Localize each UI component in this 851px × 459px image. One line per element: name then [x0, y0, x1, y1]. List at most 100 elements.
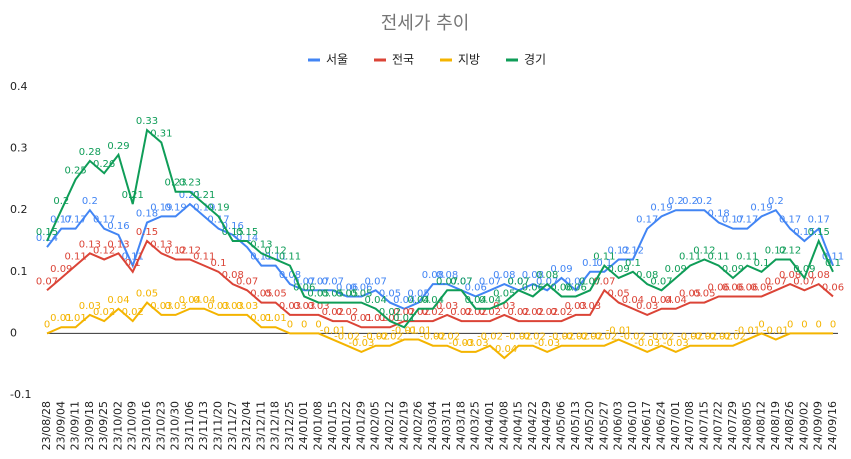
data-label: 0.05 [350, 289, 372, 300]
data-label: 0.08 [422, 270, 444, 281]
x-tick-label: 24/09/16 [826, 401, 839, 450]
data-label: 0.08 [522, 270, 544, 281]
x-tick-label: 24/01/08 [312, 401, 325, 450]
x-tick-label: 23/11/27 [226, 401, 239, 450]
x-tick-label: 24/06/17 [640, 401, 653, 450]
data-label: 0.03 [207, 301, 229, 312]
data-label: 0.06 [708, 282, 730, 293]
data-label: 0.04 [479, 295, 501, 306]
x-tick-label: 24/01/29 [354, 401, 367, 450]
x-tick-label: 24/04/15 [512, 401, 525, 450]
data-label: 0.12 [622, 245, 644, 256]
data-label: 0.07 [765, 276, 787, 287]
data-label: 0.07 [650, 276, 672, 287]
data-label: -0.02 [591, 332, 617, 343]
data-label: 0.17 [722, 215, 744, 226]
data-label: 0.23 [179, 178, 201, 189]
data-label: -0.02 [706, 332, 732, 343]
data-label: 0.02 [422, 307, 444, 318]
data-label: -0.01 [734, 326, 760, 337]
data-label: 0.15 [236, 227, 258, 238]
data-label: 0.11 [679, 252, 701, 263]
data-label: 0.06 [565, 282, 587, 293]
x-tick-label: 24/02/05 [369, 401, 382, 450]
data-label: 0.02 [465, 307, 487, 318]
data-label: 0.08 [536, 270, 558, 281]
data-label: -0.02 [577, 332, 603, 343]
data-label: -0.04 [491, 344, 517, 355]
data-label: 0.07 [322, 276, 344, 287]
data-label: 0.16 [107, 221, 129, 232]
data-label: 0.11 [193, 252, 215, 263]
x-tick-label: 24/06/03 [612, 401, 625, 450]
data-label: 0.12 [265, 245, 287, 256]
data-label: -0.03 [663, 338, 689, 349]
series-line [46, 202, 834, 310]
data-label: -0.01 [391, 326, 417, 337]
x-tick-label: 24/07/15 [697, 401, 710, 450]
data-label: 0.1 [825, 258, 841, 269]
data-label: 0.33 [136, 116, 158, 127]
data-label: 0.07 [793, 276, 815, 287]
data-label: 0.17 [636, 215, 658, 226]
data-label: 0.08 [636, 270, 658, 281]
data-label: 0.01 [265, 313, 287, 324]
x-tick-label: 23/12/04 [240, 401, 253, 450]
data-label: 0.06 [736, 282, 758, 293]
data-label: 0.07 [593, 276, 615, 287]
data-label: 0.2 [696, 196, 712, 207]
data-label: 0.2 [82, 196, 98, 207]
data-label: 0.11 [64, 252, 86, 263]
legend-label: 서울 [326, 53, 348, 67]
x-tick-label: 24/02/26 [412, 401, 425, 450]
data-label: -0.02 [620, 332, 646, 343]
data-label: -0.02 [434, 332, 460, 343]
x-tick-label: 24/05/13 [569, 401, 582, 450]
data-label: 0.02 [322, 307, 344, 318]
data-label: 0.06 [750, 282, 772, 293]
data-label: 0.05 [608, 289, 630, 300]
data-label: 0.1 [211, 258, 227, 269]
x-tick-label: 24/03/04 [426, 401, 439, 450]
x-tick-label: 24/02/12 [383, 401, 396, 450]
data-label: 0.05 [336, 289, 358, 300]
data-label: 0.09 [793, 264, 815, 275]
data-label: 0.05 [265, 289, 287, 300]
data-label: 0.11 [122, 252, 144, 263]
x-tick-label: 23/09/11 [69, 401, 82, 450]
data-label: 0.01 [393, 313, 415, 324]
x-tick-label: 23/10/23 [154, 401, 167, 450]
x-tick-label: 24/04/29 [540, 401, 553, 450]
x-tick-label: 24/07/08 [683, 401, 696, 450]
data-label: -0.02 [334, 332, 360, 343]
x-tick-label: 24/01/15 [326, 401, 339, 450]
x-tick-label: 24/03/18 [454, 401, 467, 450]
data-label: -0.03 [463, 338, 489, 349]
data-label: -0.02 [563, 332, 589, 343]
data-label: 0.17 [808, 215, 830, 226]
data-label: 0.05 [693, 289, 715, 300]
data-label: 0.2 [682, 196, 698, 207]
data-label: 0.02 [536, 307, 558, 318]
data-label: 0.1 [125, 258, 141, 269]
data-label: 0.19 [750, 202, 772, 213]
x-tick-label: 23/10/09 [126, 401, 139, 450]
x-tick-label: 24/04/08 [497, 401, 510, 450]
data-label: 0.29 [107, 141, 129, 152]
x-tick-label: 24/01/01 [297, 401, 310, 450]
y-tick-label: 0.4 [10, 80, 28, 93]
data-label: 0.14 [236, 233, 258, 244]
data-label: 0.02 [393, 307, 415, 318]
data-label: -0.03 [534, 338, 560, 349]
data-label: -0.01 [606, 326, 632, 337]
data-label: 0.03 [293, 301, 315, 312]
data-label: 0.02 [522, 307, 544, 318]
data-label: 0.07 [365, 276, 387, 287]
data-label: 0.01 [250, 313, 272, 324]
data-label: 0.02 [122, 307, 144, 318]
data-label: -0.02 [720, 332, 746, 343]
data-label: 0.08 [436, 270, 458, 281]
data-label: 0 [787, 319, 793, 330]
data-label: 0.01 [350, 313, 372, 324]
x-tick-label: 24/07/29 [726, 401, 739, 450]
